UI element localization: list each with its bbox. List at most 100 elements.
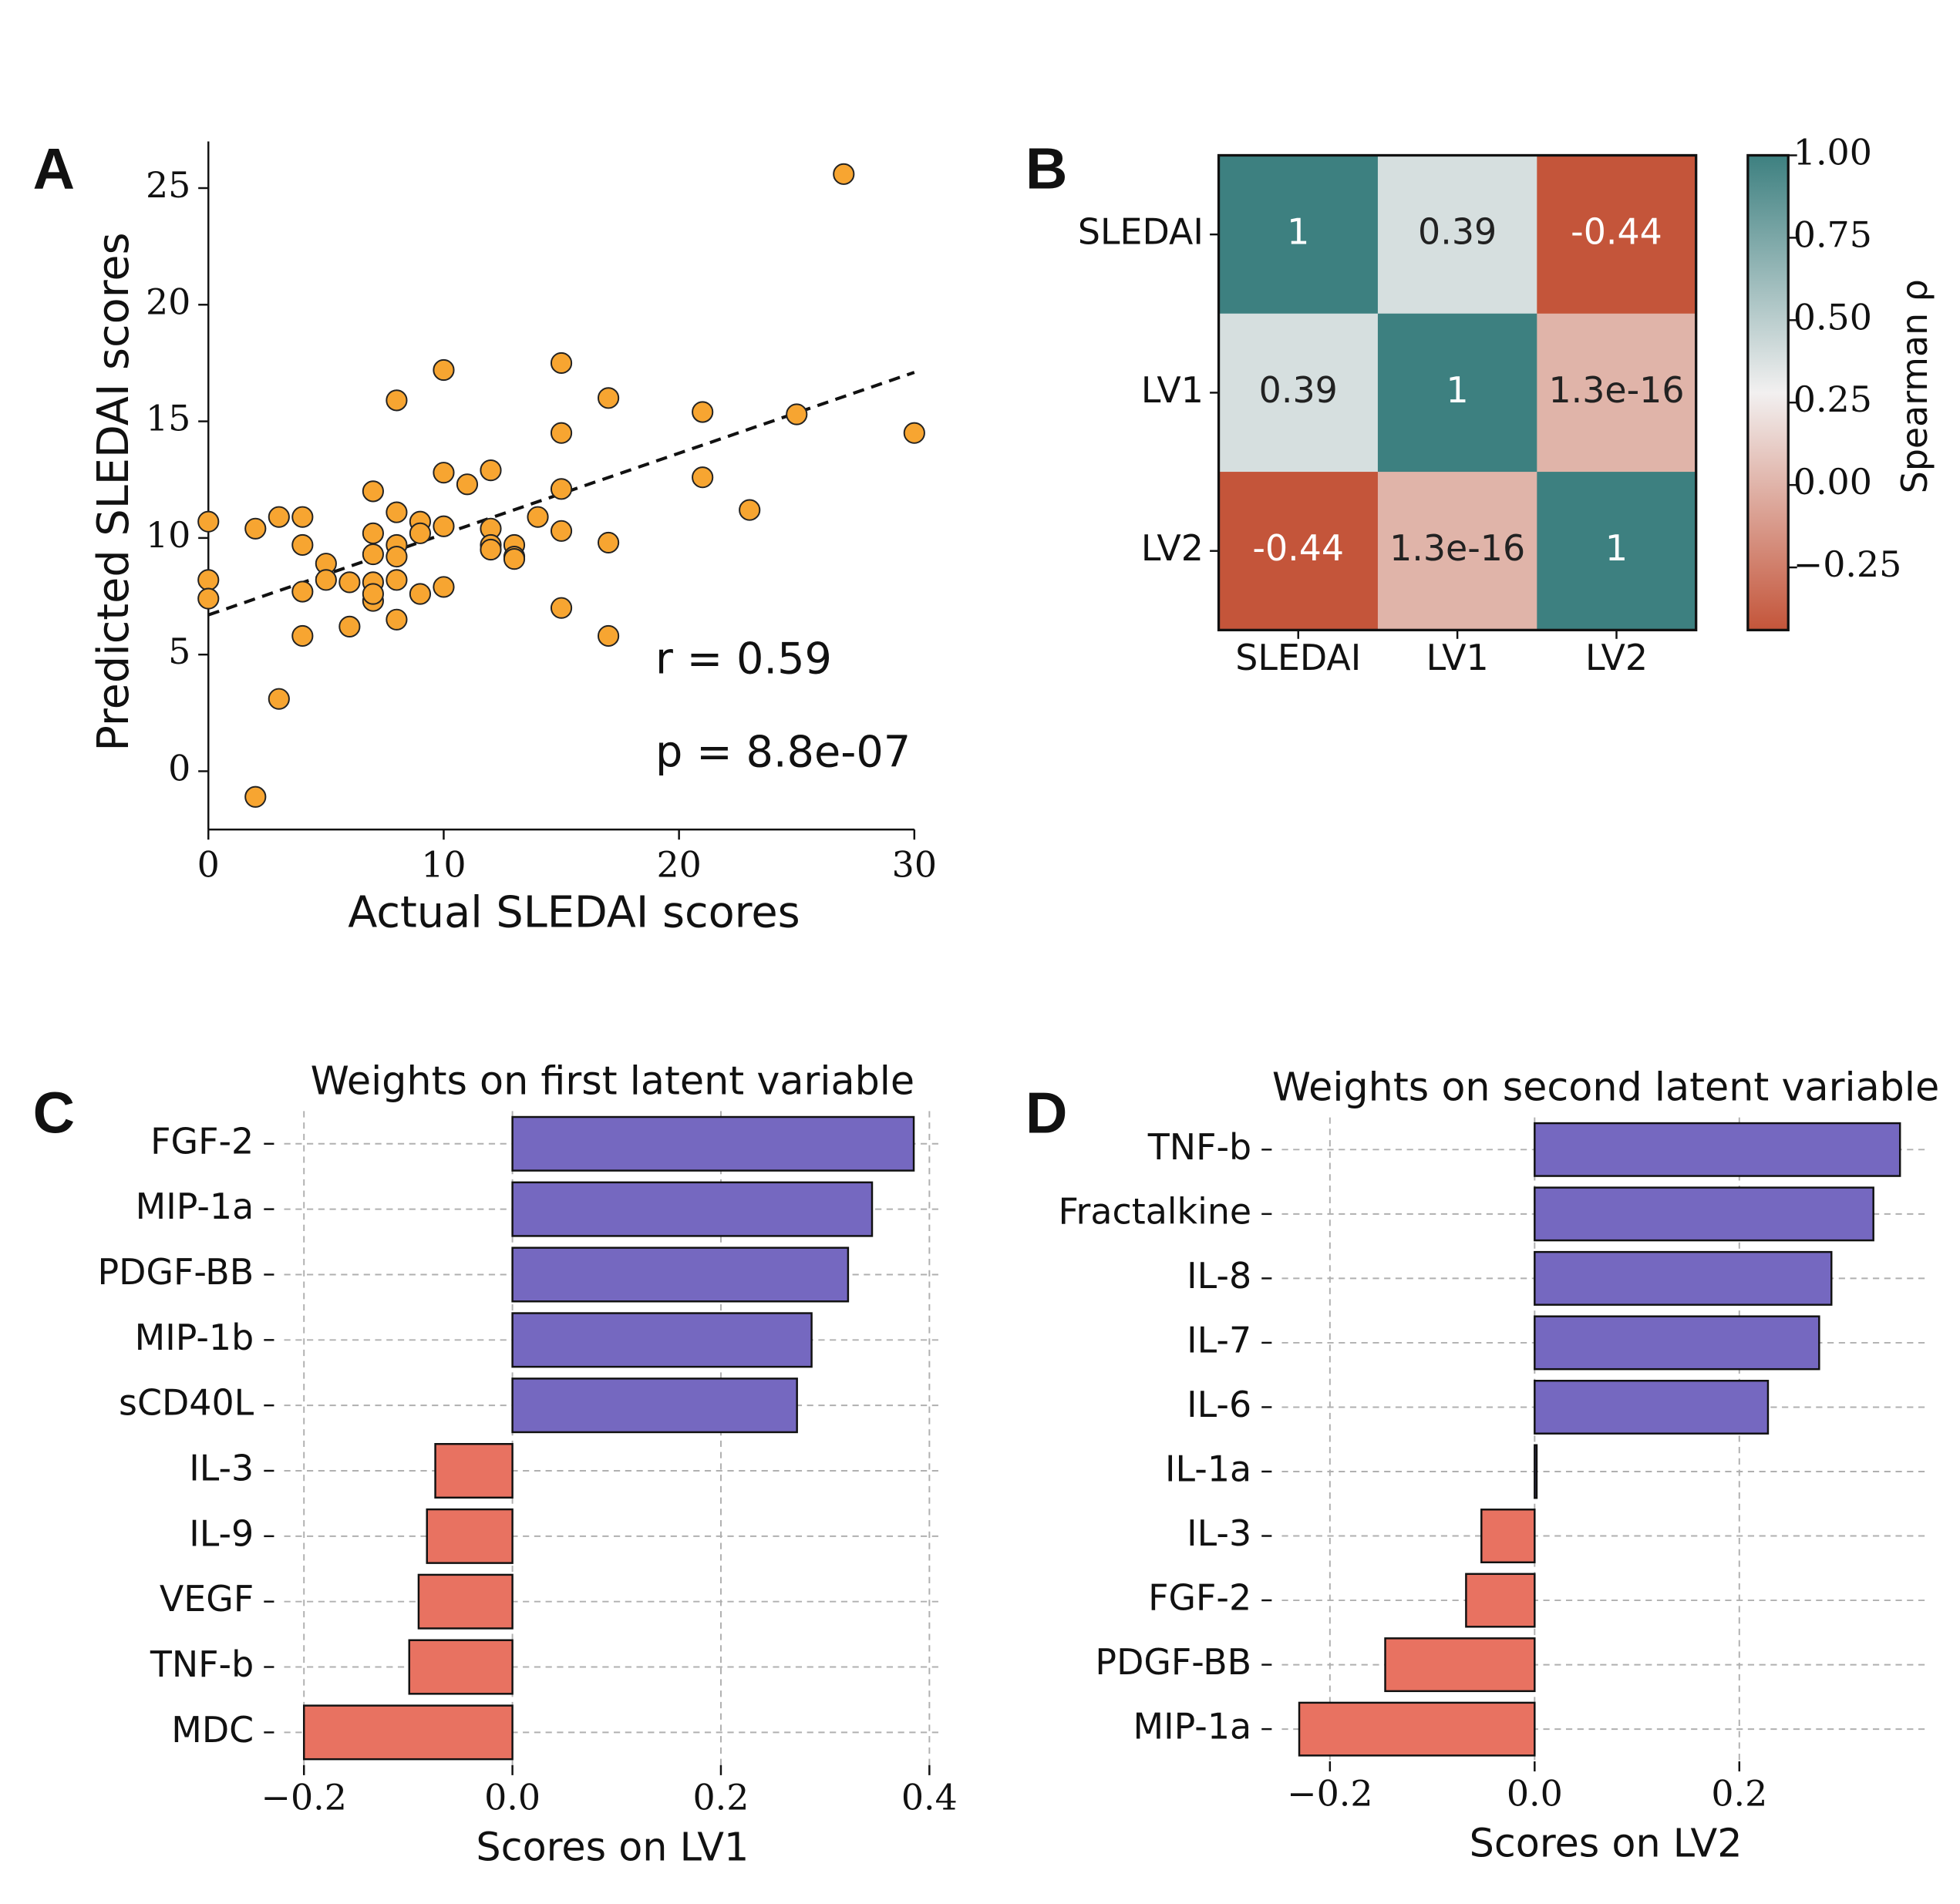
point [362, 583, 384, 605]
y-tick-label: SLEDAI [1078, 211, 1204, 253]
colorbar-tick-label: 1.00 [1793, 131, 1872, 173]
cell [1537, 155, 1697, 315]
y-tick-label: VEGF [160, 1578, 254, 1620]
point [362, 480, 384, 503]
point [315, 569, 337, 591]
y-tick-label: 5 [168, 631, 190, 672]
annotation: r = 0.59 [655, 634, 832, 684]
point [386, 569, 408, 591]
point [480, 459, 502, 482]
cell-label: 1 [1446, 369, 1469, 411]
point [433, 358, 455, 382]
bar [417, 1573, 514, 1630]
x-tick-label: 0.2 [1711, 1773, 1767, 1815]
x-tick-label: LV1 [1426, 637, 1489, 678]
bar [1534, 1379, 1770, 1435]
point [338, 571, 361, 594]
point [503, 548, 526, 570]
y-tick-label: MIP-1a [136, 1186, 254, 1227]
point [197, 587, 220, 610]
point [291, 580, 314, 603]
panel-label: B [1025, 136, 1067, 200]
x-tick-label: 0.2 [693, 1777, 749, 1818]
cell [1218, 313, 1379, 473]
cell-label: 0.39 [1259, 369, 1338, 411]
y-tick-label: 0 [168, 747, 190, 789]
point [268, 506, 290, 528]
point [692, 466, 714, 489]
point [550, 478, 573, 500]
y-tick-label: 15 [146, 398, 190, 439]
bar [511, 1115, 915, 1172]
point [786, 403, 808, 426]
bar [302, 1704, 514, 1761]
bar [1298, 1701, 1536, 1757]
colorbar-tick-label: 0.75 [1793, 214, 1872, 255]
cell [1377, 155, 1538, 315]
x-axis-label: Actual SLEDAI scores [348, 888, 800, 938]
y-tick-label: IL-3 [189, 1448, 254, 1489]
x-tick-label: 0 [197, 843, 220, 885]
point [409, 583, 432, 605]
y-tick-label: 10 [146, 514, 190, 556]
y-tick-label: IL-1a [1165, 1448, 1251, 1489]
y-tick-label: LV1 [1141, 369, 1204, 411]
y-tick-label: IL-6 [1187, 1384, 1251, 1425]
point [386, 389, 408, 412]
bar [1534, 1444, 1538, 1499]
x-tick-label: 10 [421, 843, 466, 885]
chart-title: Weights on first latent variable [311, 1058, 915, 1103]
cell-label: 1 [1287, 211, 1309, 253]
point [409, 522, 432, 544]
x-axis-label: Scores on LV1 [476, 1825, 749, 1870]
bar [434, 1442, 514, 1499]
point [291, 506, 314, 528]
x-tick-label: 0.0 [1507, 1773, 1563, 1815]
cell-label: -0.44 [1571, 211, 1662, 253]
point [244, 517, 267, 540]
cell [1377, 472, 1538, 631]
x-tick-label: LV2 [1585, 637, 1648, 678]
bar [1384, 1637, 1536, 1693]
point [386, 501, 408, 523]
y-tick-label: IL-7 [1187, 1319, 1251, 1361]
y-tick-label: MIP-1b [135, 1317, 254, 1358]
bar [511, 1312, 813, 1368]
point [527, 506, 549, 528]
y-tick-label: sCD40L [119, 1382, 254, 1424]
point [197, 510, 220, 533]
y-tick-label: FGF-2 [150, 1120, 254, 1162]
point [433, 576, 455, 598]
y-tick-label: MDC [171, 1709, 254, 1751]
bar [1465, 1573, 1536, 1628]
point [739, 499, 761, 521]
bar [511, 1246, 850, 1303]
point [550, 352, 573, 375]
annotation: p = 8.8e-07 [655, 728, 911, 778]
bar [1534, 1122, 1901, 1177]
bar [1534, 1315, 1820, 1371]
x-axis-label: Scores on LV2 [1470, 1821, 1743, 1866]
y-tick-label: TNF-b [1147, 1126, 1251, 1168]
x-tick-label: 0.4 [901, 1777, 958, 1818]
y-tick-label: TNF-b [150, 1643, 254, 1685]
point [291, 624, 314, 648]
colorbar-tick-label: −0.25 [1793, 543, 1902, 585]
point [268, 688, 290, 710]
panel-label: A [33, 136, 75, 200]
y-tick-label: IL-9 [189, 1512, 254, 1554]
y-tick-label: MIP-1a [1133, 1706, 1252, 1748]
cell [1537, 472, 1697, 631]
x-tick-label: 30 [892, 843, 937, 885]
bar [408, 1639, 514, 1695]
point [597, 531, 620, 554]
cell [1218, 472, 1379, 631]
point [386, 608, 408, 631]
x-tick-label: −0.2 [1287, 1773, 1372, 1815]
colorbar-tick-label: 0.25 [1793, 378, 1872, 420]
point [362, 543, 384, 566]
cell-label: 0.39 [1418, 211, 1497, 253]
y-tick-label: IL-8 [1187, 1255, 1251, 1297]
cell-label: 1 [1605, 527, 1628, 569]
